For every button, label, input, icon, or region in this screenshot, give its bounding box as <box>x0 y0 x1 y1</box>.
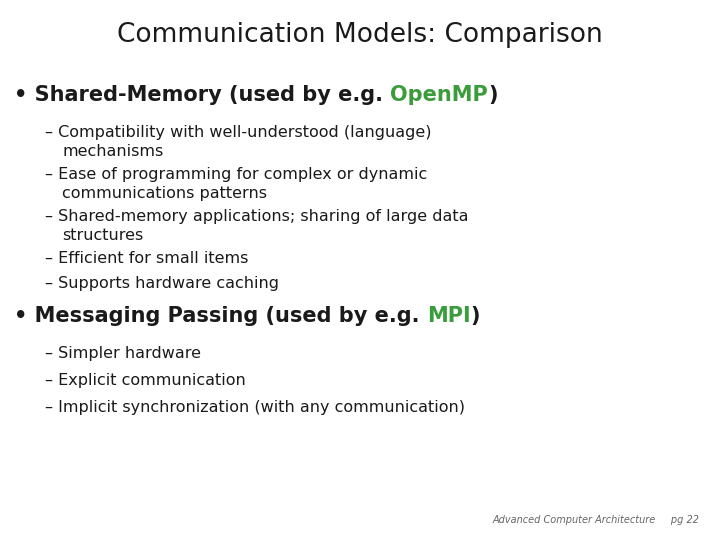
Text: – Ease of programming for complex or dynamic: – Ease of programming for complex or dyn… <box>45 167 427 182</box>
Text: Communication Models: Comparison: Communication Models: Comparison <box>117 22 603 48</box>
Text: • Shared-Memory (used by e.g.: • Shared-Memory (used by e.g. <box>14 85 390 105</box>
Text: – Efficient for small items: – Efficient for small items <box>45 251 248 266</box>
Text: communications patterns: communications patterns <box>62 186 267 201</box>
Text: • Messaging Passing (used by e.g.: • Messaging Passing (used by e.g. <box>14 306 427 326</box>
Text: OpenMP: OpenMP <box>390 85 488 105</box>
Text: mechanisms: mechanisms <box>62 144 163 159</box>
Text: – Supports hardware caching: – Supports hardware caching <box>45 276 279 291</box>
Text: MPI: MPI <box>427 306 470 326</box>
Text: structures: structures <box>62 228 143 243</box>
Text: – Compatibility with well-understood (language): – Compatibility with well-understood (la… <box>45 125 431 140</box>
Text: – Implicit synchronization (with any communication): – Implicit synchronization (with any com… <box>45 400 465 415</box>
Text: ): ) <box>470 306 480 326</box>
Text: – Explicit communication: – Explicit communication <box>45 373 246 388</box>
Text: – Shared-memory applications; sharing of large data: – Shared-memory applications; sharing of… <box>45 209 469 224</box>
Text: – Simpler hardware: – Simpler hardware <box>45 346 201 361</box>
Text: Advanced Computer Architecture     pg 22: Advanced Computer Architecture pg 22 <box>493 515 700 525</box>
Text: ): ) <box>488 85 498 105</box>
